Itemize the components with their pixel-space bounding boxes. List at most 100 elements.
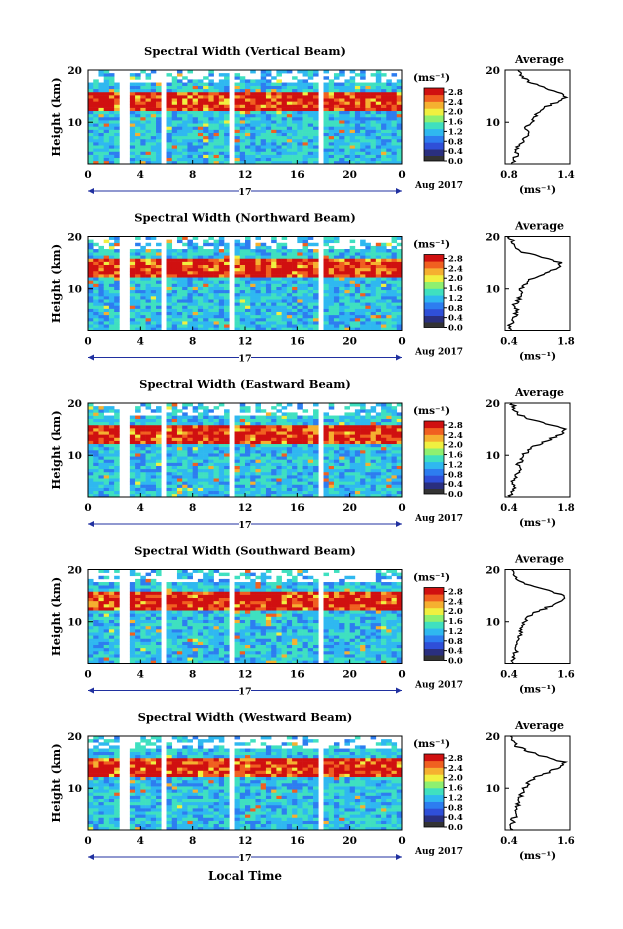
- heatmap-cell: [103, 261, 110, 265]
- heatmap-cell: [182, 289, 188, 294]
- heatmap-cell: [182, 308, 188, 312]
- heatmap-cell: [349, 126, 356, 130]
- heatmap-cell: [145, 280, 152, 284]
- colorbar-tick-label: 0.4: [448, 314, 463, 324]
- heatmap-cell: [396, 403, 403, 407]
- heatmap-cell: [234, 468, 241, 473]
- heatmap-cell: [328, 239, 335, 244]
- heatmap-cell: [307, 418, 314, 423]
- heatmap-cell: [88, 138, 94, 143]
- heatmap-cell: [328, 160, 335, 165]
- heatmap-cell: [349, 299, 356, 303]
- heatmap-cell: [166, 274, 173, 278]
- heatmap-cell: [360, 239, 366, 244]
- heatmap-cell: [245, 91, 251, 96]
- heatmap-cell: [260, 418, 267, 423]
- heatmap-cell: [187, 308, 193, 312]
- heatmap-cell: [208, 324, 214, 328]
- colorbar-segment: [424, 281, 444, 289]
- heatmap-cell: [145, 465, 152, 470]
- x-tick-label: 16: [290, 336, 305, 348]
- heatmap-cell: [391, 456, 398, 460]
- heatmap-cell: [135, 289, 141, 294]
- heatmap-cell: [114, 471, 120, 476]
- heatmap-cell: [203, 101, 209, 105]
- heatmap-cell: [354, 286, 361, 291]
- heatmap-cell: [302, 91, 309, 96]
- heatmap-cell: [176, 98, 183, 102]
- heatmap-cell: [218, 110, 225, 115]
- heatmap-cell: [103, 249, 110, 253]
- heatmap-cell: [208, 132, 214, 137]
- heatmap-cell: [292, 142, 298, 146]
- heatmap-cell: [391, 440, 398, 445]
- heatmap-cell: [354, 261, 361, 265]
- heatmap-cell: [93, 148, 99, 152]
- heatmap-cell: [276, 88, 282, 93]
- heatmap-cell: [224, 154, 230, 159]
- heatmap-cell: [265, 82, 272, 86]
- heatmap-cell: [224, 468, 230, 473]
- heatmap-cell: [135, 255, 141, 259]
- heatmap-cell: [292, 475, 298, 479]
- heatmap-cell: [370, 123, 377, 127]
- heatmap-cell: [98, 588, 104, 592]
- heatmap-cell: [145, 327, 152, 331]
- heatmap-cell: [197, 428, 204, 432]
- heatmap-cell: [396, 450, 403, 454]
- heatmap-cell: [255, 484, 261, 488]
- heatmap-cell: [281, 145, 288, 149]
- heatmap-cell: [192, 255, 199, 259]
- heatmap-cell: [208, 95, 214, 99]
- heatmap-cell: [386, 321, 392, 325]
- heatmap-cell: [108, 428, 115, 432]
- heatmap-cell: [145, 324, 152, 328]
- heatmap-cell: [114, 305, 120, 309]
- heatmap-cell: [396, 104, 403, 108]
- heatmap-cell: [307, 142, 314, 146]
- heatmap-cell: [114, 142, 120, 146]
- colorbar-tick-label: 1.2: [448, 294, 463, 304]
- heatmap-cell: [224, 258, 230, 262]
- heatmap-cell: [129, 421, 136, 426]
- heatmap-cell: [370, 160, 377, 165]
- heatmap-cell: [386, 465, 392, 470]
- heatmap-cell: [135, 261, 141, 265]
- heatmap-cell: [135, 299, 141, 303]
- heatmap-cell: [176, 421, 183, 426]
- heatmap-cell: [150, 296, 157, 300]
- heatmap-cell: [307, 252, 314, 256]
- heatmap-cell: [98, 437, 104, 441]
- heatmap-cell: [276, 138, 282, 143]
- heatmap-cell: [88, 123, 94, 127]
- heatmap-cell: [297, 484, 303, 488]
- heatmap-cell: [360, 117, 366, 121]
- heatmap-cell: [234, 484, 241, 488]
- heatmap-cell: [213, 484, 220, 488]
- heatmap-cell: [203, 91, 209, 96]
- heatmap-cell: [135, 459, 141, 463]
- heatmap-cell: [265, 289, 272, 294]
- heatmap-cell: [129, 283, 136, 287]
- heatmap-cell: [323, 490, 330, 495]
- heatmap-cell: [103, 292, 110, 297]
- heatmap-cell: [323, 82, 330, 86]
- heatmap-cell: [203, 478, 209, 482]
- heatmap-cell: [360, 249, 366, 253]
- heatmap-cell: [208, 424, 214, 429]
- heatmap-cell: [386, 484, 392, 488]
- heatmap-cell: [218, 160, 225, 165]
- heatmap-cell: [166, 418, 173, 423]
- heatmap-cell: [156, 493, 162, 498]
- heatmap-cell: [328, 148, 335, 152]
- heatmap-cell: [292, 289, 298, 294]
- heatmap-cell: [396, 440, 403, 445]
- heatmap-cell: [313, 434, 319, 438]
- heatmap-cell: [344, 299, 350, 303]
- heatmap-cell: [245, 487, 251, 492]
- heatmap-cell: [313, 321, 319, 325]
- heatmap-cell: [386, 453, 392, 457]
- heatmap-cell: [88, 446, 94, 451]
- heatmap-cell: [328, 428, 335, 432]
- heatmap-cell: [245, 459, 251, 463]
